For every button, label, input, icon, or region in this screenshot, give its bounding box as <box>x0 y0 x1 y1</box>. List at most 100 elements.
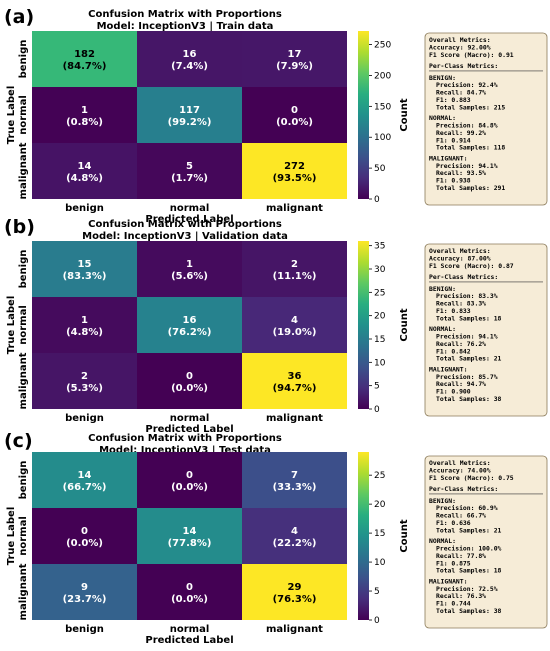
colorbar-tick-label: 25 <box>374 288 385 298</box>
heatmap-cell <box>137 353 242 409</box>
y-tick-label: normal <box>18 516 29 556</box>
colorbar <box>358 31 369 199</box>
class-total-samples: Total Samples: 21 <box>436 355 502 363</box>
class-precision: Precision: 72.5% <box>436 585 498 593</box>
colorbar-tick-label: 5 <box>374 382 380 392</box>
x-tick-label: benign <box>65 624 104 635</box>
class-precision: Precision: 92.4% <box>436 81 498 89</box>
class-precision: Precision: 94.1% <box>436 333 498 341</box>
cell-percentage: (76.2%) <box>168 327 212 338</box>
y-tick-label: malignant <box>18 142 29 199</box>
heatmap-cell <box>242 508 347 564</box>
class-total-samples: Total Samples: 18 <box>436 314 502 322</box>
class-precision: Precision: 94.1% <box>436 162 498 170</box>
chart-subtitle: Model: InceptionV3 | Validation data <box>82 231 288 242</box>
x-tick-label: normal <box>170 413 210 424</box>
class-total-samples: Total Samples: 38 <box>436 607 502 615</box>
heatmap-cell <box>242 452 347 508</box>
chart-title: Confusion Matrix with Proportions <box>88 9 282 20</box>
confusion-panel-3: (c) Confusion Matrix with ProportionsMode… <box>4 430 548 646</box>
cell-percentage: (4.8%) <box>66 327 103 338</box>
per-class-metrics-header: Per-Class Metrics: <box>429 62 498 70</box>
class-f1: F1: 0.842 <box>436 347 471 355</box>
f1-macro-metric: F1 Score (Macro): 0.75 <box>429 474 514 482</box>
cell-count: 5 <box>186 161 193 172</box>
heatmap-cell <box>137 297 242 353</box>
cell-count: 16 <box>183 315 197 326</box>
class-recall: Recall: 93.5% <box>436 169 486 177</box>
colorbar-tick-label: 35 <box>374 242 385 252</box>
f1-macro-metric: F1 Score (Macro): 0.87 <box>429 262 514 270</box>
y-tick-label: benign <box>18 461 29 500</box>
y-axis-label: True Label <box>6 296 17 355</box>
per-class-metrics-header: Per-Class Metrics: <box>429 273 498 281</box>
heatmap-cell <box>32 353 137 409</box>
class-total-samples: Total Samples: 291 <box>436 184 505 192</box>
colorbar-tick-label: 10 <box>374 558 386 568</box>
class-f1: F1: 0.900 <box>436 388 471 396</box>
accuracy-metric: Accuracy: 87.00% <box>429 254 491 262</box>
colorbar-tick-label: 15 <box>374 335 385 345</box>
panel-label: (a) <box>4 6 34 28</box>
heatmap-cell <box>242 353 347 409</box>
confusion-panel-2: (b) Confusion Matrix with ProportionsMode… <box>4 216 548 435</box>
cell-percentage: (0.8%) <box>66 117 103 128</box>
class-name: MALIGNANT: <box>429 577 467 585</box>
heatmap-cell <box>32 508 137 564</box>
cell-count: 4 <box>291 526 298 537</box>
cell-percentage: (7.4%) <box>171 61 208 72</box>
colorbar-tick-label: 0 <box>374 195 380 205</box>
overall-metrics-header: Overall Metrics: <box>429 36 491 44</box>
x-tick-label: malignant <box>266 413 323 424</box>
x-axis-label: Predicted Label <box>145 214 233 225</box>
cell-count: 0 <box>186 371 193 382</box>
cell-count: 29 <box>288 582 302 593</box>
cell-count: 9 <box>81 582 88 593</box>
metrics-box <box>424 455 548 629</box>
cell-percentage: (5.3%) <box>66 383 103 394</box>
cell-count: 14 <box>78 470 92 481</box>
cell-count: 1 <box>186 259 193 270</box>
class-precision: Precision: 85.7% <box>436 373 498 381</box>
cell-count: 14 <box>183 526 197 537</box>
colorbar-tick-label: 30 <box>374 265 386 275</box>
colorbar-tick-label: 0 <box>374 616 380 626</box>
class-precision: Precision: 100.0% <box>436 545 502 553</box>
class-precision: Precision: 60.9% <box>436 504 498 512</box>
class-total-samples: Total Samples: 38 <box>436 395 502 403</box>
colorbar-tick-label: 20 <box>374 500 386 510</box>
cell-count: 1 <box>81 315 88 326</box>
cell-count: 0 <box>81 526 88 537</box>
class-name: MALIGNANT: <box>429 154 467 162</box>
colorbar-label: Count <box>399 308 410 341</box>
y-tick-label: benign <box>18 40 29 79</box>
metrics-box <box>424 32 548 206</box>
y-tick-label: malignant <box>18 352 29 409</box>
chart-subtitle: Model: InceptionV3 | Test data <box>99 445 271 456</box>
x-tick-label: malignant <box>266 624 323 635</box>
cell-count: 0 <box>291 105 298 116</box>
cell-percentage: (0.0%) <box>66 538 103 549</box>
colorbar-tick-label: 200 <box>374 71 391 81</box>
class-f1: F1: 0.883 <box>436 96 471 104</box>
chart-subtitle: Model: InceptionV3 | Train data <box>97 21 274 32</box>
heatmap-cell <box>242 564 347 620</box>
cell-percentage: (94.7%) <box>273 383 317 394</box>
heatmap-cell <box>137 452 242 508</box>
cell-percentage: (5.6%) <box>171 271 208 282</box>
class-total-samples: Total Samples: 118 <box>436 144 505 152</box>
class-name: BENIGN: <box>429 285 456 293</box>
heatmap-cell <box>32 452 137 508</box>
cell-count: 1 <box>81 105 88 116</box>
panel-label: (c) <box>4 430 33 452</box>
heatmap-cell <box>137 564 242 620</box>
cell-percentage: (0.0%) <box>171 482 208 493</box>
colorbar <box>358 452 369 620</box>
cell-percentage: (7.9%) <box>276 61 313 72</box>
colorbar-tick-label: 50 <box>374 164 386 174</box>
heatmap-cell <box>32 241 137 297</box>
heatmap-cell <box>32 143 137 199</box>
class-f1: F1: 0.833 <box>436 307 471 315</box>
overall-metrics-header: Overall Metrics: <box>429 247 491 255</box>
colorbar-tick-label: 10 <box>374 358 386 368</box>
